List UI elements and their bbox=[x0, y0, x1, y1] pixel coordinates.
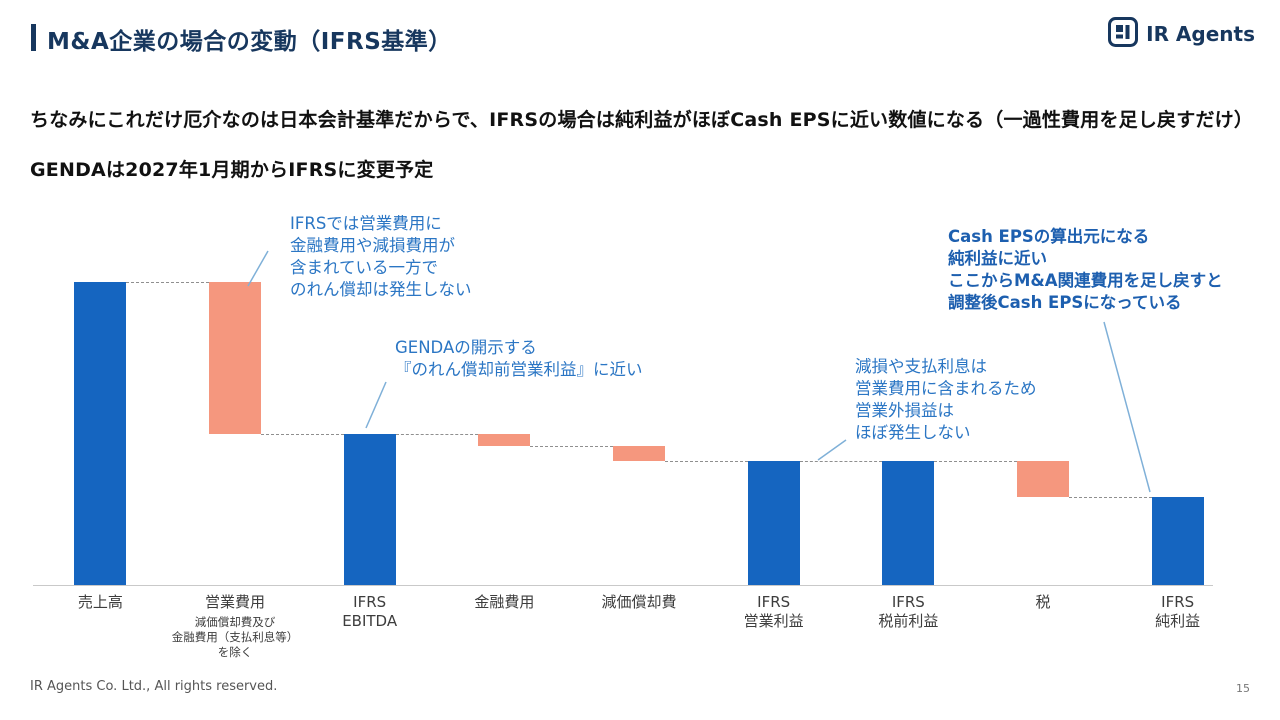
intro-text-line2: GENDAは2027年1月期からIFRSに変更予定 bbox=[30, 159, 434, 181]
x-axis-label-group-5: 減価償却費 bbox=[564, 593, 714, 612]
annotation-operating-expenses: IFRSでは営業費用に 金融費用や減損費用が 含まれている一方で のれん償却は発… bbox=[290, 214, 472, 299]
x-axis-label: 減価償却費 bbox=[601, 593, 677, 611]
waterfall-chart: 売上高 営業費用減価償却費及び 金融費用（支払利息等） を除く IFRS EBITD… bbox=[33, 275, 1245, 659]
x-axis-label-group-7: IFRS 税前利益 bbox=[833, 593, 983, 631]
page-title: M&A企業の場合の変動（IFRS基準） bbox=[47, 29, 452, 55]
connector-line-6 bbox=[799, 460, 883, 462]
connector-line-2 bbox=[261, 433, 344, 435]
x-axis-label: IFRS 純利益 bbox=[1155, 593, 1201, 630]
annotation-net-income-cash-eps: Cash EPSの算出元になる 純利益に近い ここからM&A関連費用を足し戻すと… bbox=[948, 227, 1223, 312]
waterfall-bar-8 bbox=[1017, 460, 1069, 498]
x-axis-label: IFRS EBITDA bbox=[342, 593, 398, 630]
connector-line-3 bbox=[395, 433, 479, 435]
x-axis-label: 税 bbox=[1035, 593, 1051, 611]
intro-text-line1: ちなみにこれだけ厄介なのは日本会計基準だからで、IFRSの場合は純利益がほぼCa… bbox=[30, 109, 1254, 131]
x-axis-label-group-6: IFRS 営業利益 bbox=[699, 593, 849, 631]
ir-agents-logo-icon bbox=[1108, 17, 1139, 51]
waterfall-bar-3 bbox=[343, 433, 396, 585]
waterfall-bar-4 bbox=[478, 433, 531, 446]
x-axis-label-group-9: IFRS 純利益 bbox=[1103, 593, 1253, 631]
footer-copyright: IR Agents Co. Ltd., All rights reserved. bbox=[30, 679, 278, 694]
x-axis-sublabel: 減価償却費及び 金融費用（支払利息等） を除く bbox=[171, 614, 299, 659]
x-axis-label: 営業費用 bbox=[204, 593, 265, 611]
x-axis-label-group-1: 売上高 bbox=[25, 593, 175, 612]
ir-agents-logo: IR Agents bbox=[1108, 17, 1255, 51]
connector-line-7 bbox=[934, 460, 1017, 462]
x-axis-label-group-2: 営業費用減価償却費及び 金融費用（支払利息等） を除く bbox=[160, 593, 310, 660]
annotation-pretax-income: 減損や支払利息は 営業費用に含まれるため 営業外損益は ほぼ発生しない bbox=[855, 357, 1037, 442]
waterfall-bar-1 bbox=[74, 282, 127, 585]
title-accent-bar bbox=[31, 24, 36, 51]
x-axis-label: 金融費用 bbox=[474, 593, 535, 611]
x-axis-label: IFRS 税前利益 bbox=[878, 593, 939, 630]
x-axis-label-group-3: IFRS EBITDA bbox=[295, 593, 445, 631]
waterfall-bar-5 bbox=[613, 445, 665, 461]
waterfall-bar-7 bbox=[882, 460, 935, 585]
waterfall-bar-9 bbox=[1151, 497, 1204, 585]
connector-line-5 bbox=[665, 460, 748, 462]
waterfall-bar-6 bbox=[747, 460, 800, 585]
x-axis-label: 売上高 bbox=[77, 593, 123, 611]
connector-line-8 bbox=[1069, 497, 1152, 499]
x-axis-label-group-8: 税 bbox=[968, 593, 1118, 612]
connector-line-1 bbox=[126, 282, 209, 283]
annotation-ebitda: GENDAの開示する 『のれん償却前営業利益』に近い bbox=[395, 338, 643, 379]
x-axis-line bbox=[33, 585, 1213, 586]
ir-agents-logo-text: IR Agents bbox=[1146, 22, 1255, 46]
x-axis-label-group-4: 金融費用 bbox=[429, 593, 579, 612]
page-number: 15 bbox=[1236, 682, 1250, 695]
waterfall-bar-2 bbox=[209, 282, 261, 434]
x-axis-label: IFRS 営業利益 bbox=[743, 593, 804, 630]
connector-line-4 bbox=[530, 445, 613, 447]
